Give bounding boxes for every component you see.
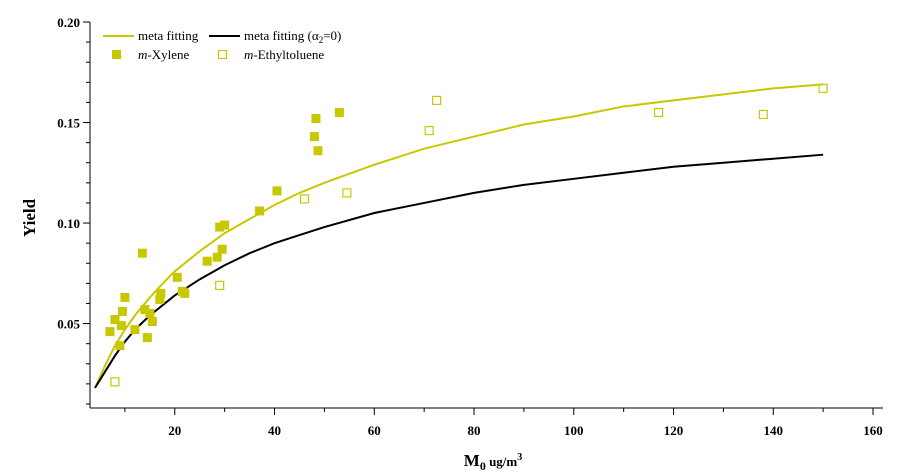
x-axis-title-unit: ug/m xyxy=(486,454,518,469)
data-point-m-xylene xyxy=(156,288,166,298)
axes xyxy=(89,22,883,409)
x-tick-label: 80 xyxy=(468,423,481,438)
data-point-m-xylene xyxy=(145,309,155,319)
x-axis-title: M0 ug/m3 xyxy=(464,451,522,472)
y-tick-label: 0.10 xyxy=(57,216,80,231)
data-point-m-xylene xyxy=(155,294,165,304)
legend-label-meta-fitting-a2: meta fitting (α2=0) xyxy=(244,28,341,45)
data-point-m-xylene xyxy=(313,146,323,156)
x-tick-label: 20 xyxy=(168,423,181,438)
y-tick-label: 0.20 xyxy=(57,15,80,30)
data-point-m-xylene xyxy=(272,186,282,196)
data-point-m-xylene xyxy=(110,315,120,325)
x-axis-title-main: M xyxy=(464,451,480,470)
y-tick-label: 0.05 xyxy=(57,317,80,332)
data-point-m-xylene xyxy=(105,327,115,337)
data-point-m-ethyltoluene xyxy=(299,194,310,204)
data-point-m-xylene xyxy=(220,220,230,230)
x-axis-title-unit-sup: 3 xyxy=(517,452,522,463)
data-point-m-xylene xyxy=(212,252,222,262)
data-point-m-xylene xyxy=(115,341,125,351)
data-point-m-xylene xyxy=(215,222,225,232)
data-point-m-ethyltoluene xyxy=(215,280,225,290)
data-point-m-ethyltoluene xyxy=(342,188,352,198)
data-point-m-ethyltoluene xyxy=(424,125,434,136)
data-point-m-xylene xyxy=(130,325,140,335)
ticks: 20 40 60 80 100 120 140 160 0.05 0.10 0.15 0.20 xyxy=(57,15,883,438)
x-tick-label: 60 xyxy=(368,423,381,438)
data-point-m-xylene xyxy=(142,333,152,343)
data-point-m-xylene xyxy=(202,256,212,266)
data-point-m-ethyltoluene xyxy=(818,83,828,93)
data-point-m-ethyltoluene xyxy=(110,377,120,387)
data-point-m-xylene xyxy=(147,317,157,327)
series-line-1 xyxy=(94,153,824,389)
data-point-m-xylene xyxy=(217,244,227,254)
data-point-m-xylene xyxy=(311,114,321,123)
x-tick-label: 160 xyxy=(863,423,883,438)
x-tick-label: 100 xyxy=(564,423,584,438)
y-axis-title: Yield xyxy=(20,198,39,237)
data-point-m-ethyltoluene xyxy=(432,95,442,106)
x-axis-title-sub: 0 xyxy=(480,459,486,472)
legend-marker-m-ethyltoluene xyxy=(217,49,228,60)
data-point-m-xylene xyxy=(180,288,190,298)
data-point-m-xylene xyxy=(172,272,182,282)
data-point-m-xylene xyxy=(309,132,319,142)
data-point-m-xylene xyxy=(116,321,126,331)
data-point-m-xylene xyxy=(334,107,344,117)
data-point-m-ethyltoluene xyxy=(758,109,768,120)
data-point-m-xylene xyxy=(255,206,265,216)
data-point-m-ethyltoluene xyxy=(653,107,664,118)
data-point-m-xylene xyxy=(117,307,127,316)
x-tick-label: 140 xyxy=(764,423,784,438)
legend: meta fitting meta fitting (α2=0) m-Xylen… xyxy=(103,28,341,62)
series-lines xyxy=(94,83,824,389)
legend-label-meta-fitting: meta fitting xyxy=(138,28,199,43)
x-tick-label: 40 xyxy=(268,423,281,438)
series-line-0 xyxy=(94,83,824,389)
data-point-m-xylene xyxy=(140,304,150,314)
legend-label-m-xylene: m-Xylene xyxy=(138,47,189,62)
x-tick-label: 120 xyxy=(664,423,684,438)
series-points xyxy=(105,83,828,387)
y-tick-label: 0.15 xyxy=(57,116,80,131)
legend-label-m-ethyltoluene: m-Ethyltoluene xyxy=(244,47,324,62)
legend-marker-m-xylene xyxy=(112,50,121,59)
data-point-m-xylene xyxy=(120,292,130,302)
data-point-m-xylene xyxy=(137,248,147,258)
